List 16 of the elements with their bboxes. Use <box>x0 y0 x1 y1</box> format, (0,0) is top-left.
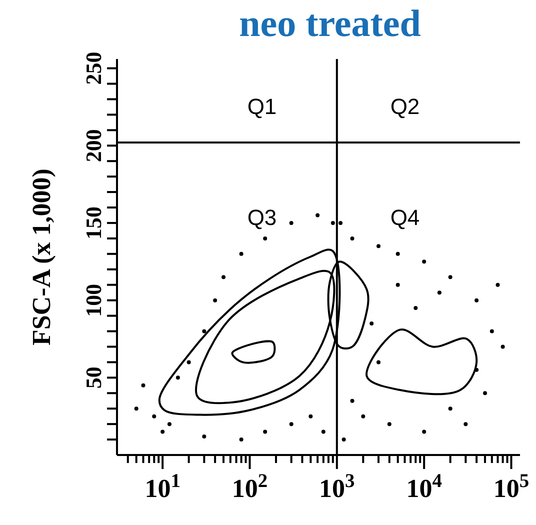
annotation: Q4 <box>390 205 420 230</box>
x-tick-label: 10$^{2}$ <box>232 470 268 503</box>
y-tick-label: 100 <box>81 284 106 317</box>
x-tick-label: 10$^{4}$ <box>406 470 442 503</box>
y-tick-label: 200 <box>81 129 106 162</box>
y-tick-label: 250 <box>81 52 106 85</box>
x-tick-label: 10$^{1}$ <box>144 470 180 503</box>
annotation: Q3 <box>247 205 277 230</box>
chart-title: neo treated <box>239 3 421 45</box>
x-tick-label: 10$^{5}$ <box>493 470 530 503</box>
y-tick-label: 50 <box>81 366 106 389</box>
y-tick-label: 150 <box>81 206 106 240</box>
annotation: Q2 <box>390 94 420 119</box>
y-axis-title: FSC-A (x 1,000) <box>27 168 56 346</box>
annotation: Q1 <box>247 94 277 119</box>
x-tick-label: 10$^{3}$ <box>319 470 356 503</box>
